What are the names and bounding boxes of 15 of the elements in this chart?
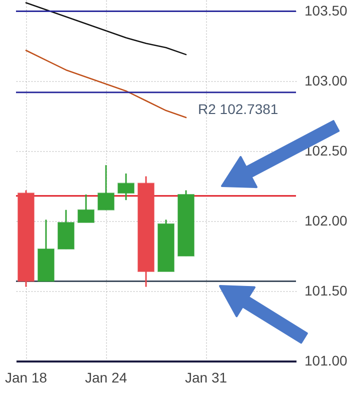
x-tick-label: Jan 24 bbox=[84, 370, 128, 386]
y-tick-label: 102.00 bbox=[304, 212, 348, 229]
candlestick bbox=[98, 164, 114, 211]
y-tick-label: 103.00 bbox=[304, 72, 348, 89]
line-series bbox=[25, 2, 187, 56]
line-series bbox=[25, 50, 187, 118]
candlestick bbox=[118, 172, 134, 201]
y-tick-label: 101.00 bbox=[304, 352, 348, 368]
candlestick bbox=[78, 194, 94, 224]
y-tick-label: 101.50 bbox=[304, 282, 348, 299]
x-tick-label: Jan 31 bbox=[184, 370, 228, 386]
y-tick-label: 103.50 bbox=[304, 2, 348, 19]
x-tick-label: Jan 18 bbox=[4, 370, 48, 386]
annotation: R2 102.7381 bbox=[198, 101, 278, 117]
y-tick-label: 102.50 bbox=[304, 142, 348, 159]
